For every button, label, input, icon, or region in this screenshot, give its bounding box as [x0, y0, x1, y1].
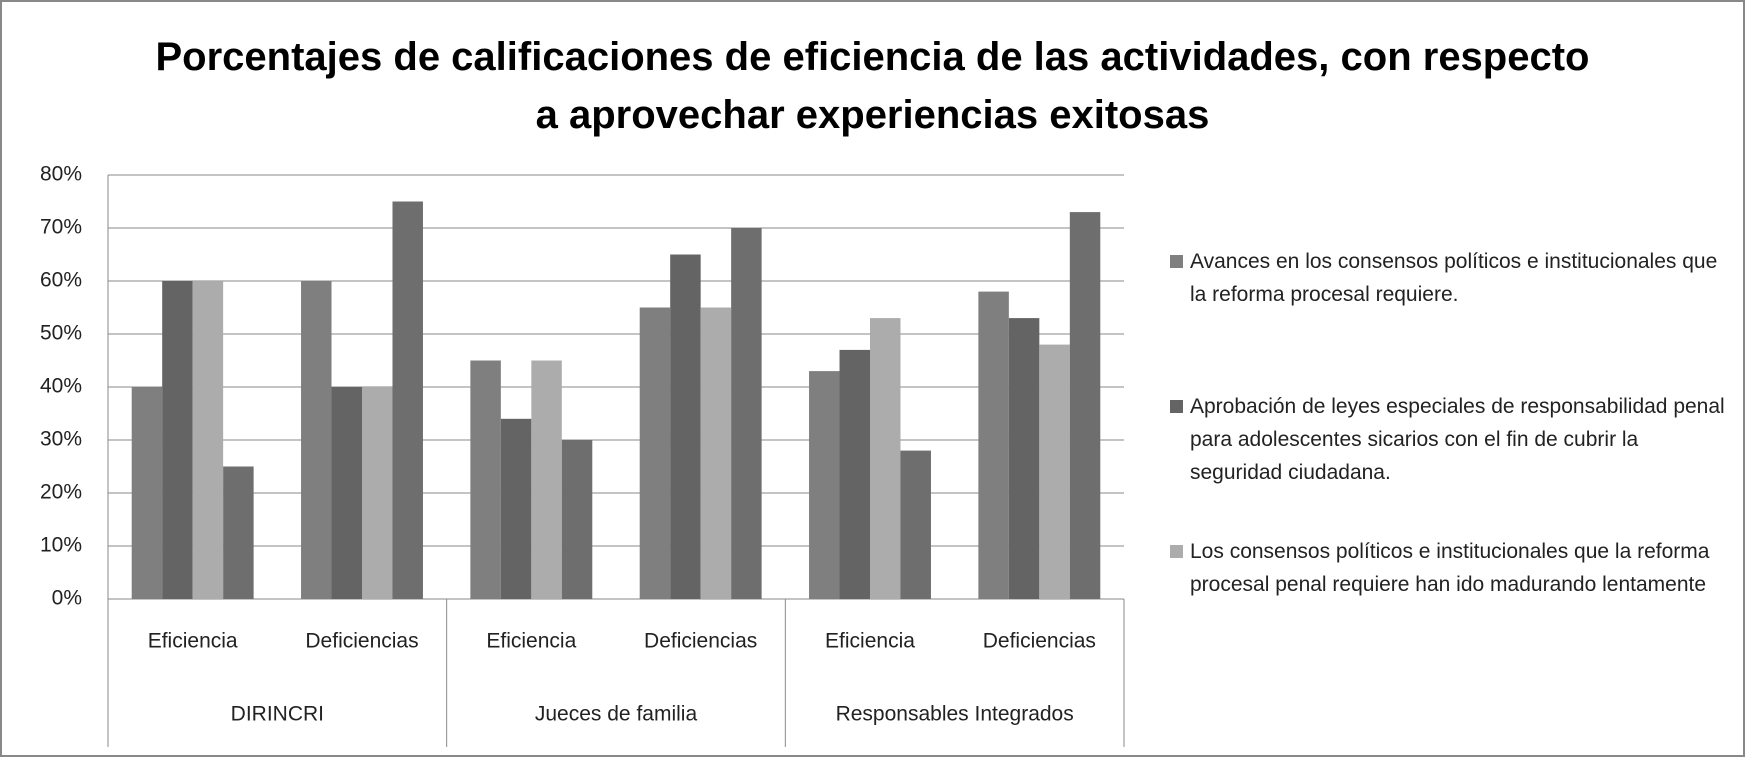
bar	[700, 307, 732, 599]
bar	[870, 318, 901, 599]
y-tick-label: 70%	[40, 216, 82, 239]
x-tick-label: Eficiencia	[486, 630, 576, 653]
x-tick-label: Eficiencia	[148, 630, 238, 653]
bar	[301, 281, 332, 599]
group-label: Responsables Integrados	[836, 703, 1074, 726]
y-tick-label: 20%	[40, 481, 82, 504]
legend-swatch	[1170, 400, 1183, 413]
bar	[470, 360, 501, 599]
bar	[839, 349, 870, 599]
bar	[809, 371, 840, 599]
y-tick-label: 80%	[40, 163, 82, 186]
legend-label: Los consensos políticos e institucionale…	[1190, 540, 1710, 596]
group-label: DIRINCRI	[231, 703, 324, 726]
bar	[639, 307, 671, 599]
y-tick-label: 50%	[40, 322, 82, 345]
bar	[131, 387, 163, 599]
bar	[561, 440, 593, 599]
bar	[978, 291, 1009, 599]
y-tick-label: 0%	[52, 587, 82, 610]
bar	[192, 281, 224, 599]
bar	[500, 418, 532, 599]
x-tick-label: Deficiencias	[305, 630, 418, 653]
bar	[392, 201, 423, 599]
chart-title: Porcentajes de calificaciones de eficien…	[155, 35, 1590, 137]
legend-label: Aprobación de leyes especiales de respon…	[1190, 395, 1725, 484]
group-label: Jueces de familia	[535, 703, 698, 726]
bar	[670, 254, 701, 599]
bar	[362, 387, 393, 599]
y-tick-label: 60%	[40, 269, 82, 292]
bar	[1039, 344, 1070, 599]
bar	[1008, 318, 1040, 599]
y-tick-label: 30%	[40, 428, 82, 451]
bar	[531, 360, 562, 599]
y-tick-label: 40%	[40, 375, 82, 398]
bar	[1069, 212, 1101, 599]
x-tick-label: Eficiencia	[825, 630, 915, 653]
bar	[731, 228, 762, 599]
bar	[900, 450, 931, 599]
bar	[331, 387, 362, 599]
bar	[223, 466, 254, 599]
x-tick-label: Deficiencias	[983, 630, 1096, 653]
x-tick-label: Deficiencias	[644, 630, 757, 653]
legend-swatch	[1170, 545, 1183, 558]
y-tick-label: 10%	[40, 534, 82, 557]
legend-swatch	[1170, 255, 1183, 268]
legend-label: Avances en los consensos políticos e ins…	[1190, 250, 1718, 306]
bar	[162, 281, 193, 599]
